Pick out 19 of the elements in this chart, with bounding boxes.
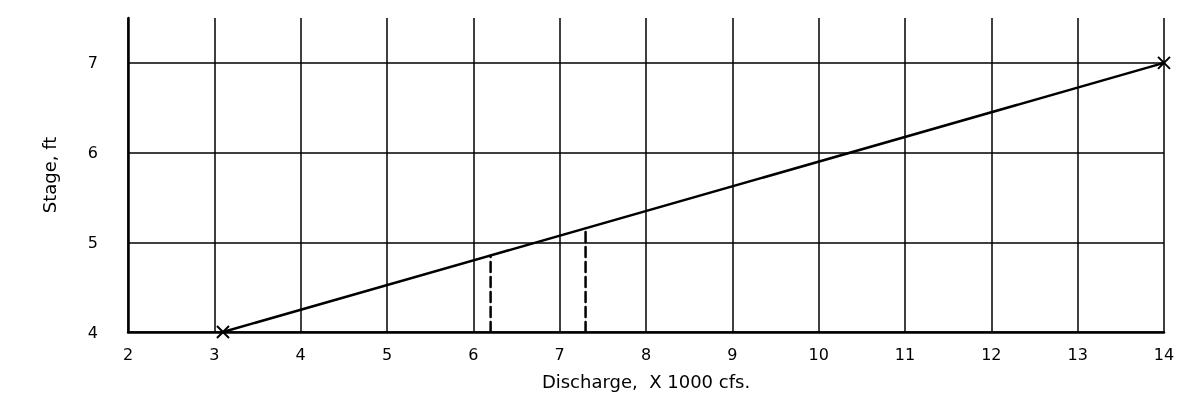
- x-tick-label: 10: [808, 344, 829, 364]
- x-axis-title: Discharge, X 1000 cfs.: [541, 370, 751, 392]
- x-tick-label: 3: [209, 344, 220, 364]
- x-tick-label: 13: [1067, 344, 1088, 364]
- x-tick-label: 12: [981, 344, 1002, 364]
- x-tick-label: 11: [894, 344, 916, 364]
- x-tick-label: 8: [640, 344, 652, 364]
- y-tick-label: 5: [87, 232, 98, 252]
- y-tick-label: 4: [87, 322, 98, 342]
- x-tick-label: 2: [122, 344, 134, 364]
- y-tick-label: 6: [87, 143, 98, 163]
- y-tick-label: 7: [87, 53, 98, 73]
- x-tick-label: 4: [295, 344, 306, 364]
- x-tick-label: 5: [381, 344, 393, 364]
- x-tick-label: 9: [727, 344, 738, 364]
- x-tick-label: 6: [468, 344, 479, 364]
- x-tick-label: 7: [554, 344, 565, 364]
- x-tick-label: 14: [1153, 344, 1175, 364]
- y-axis-title: Stage, ft: [38, 136, 60, 214]
